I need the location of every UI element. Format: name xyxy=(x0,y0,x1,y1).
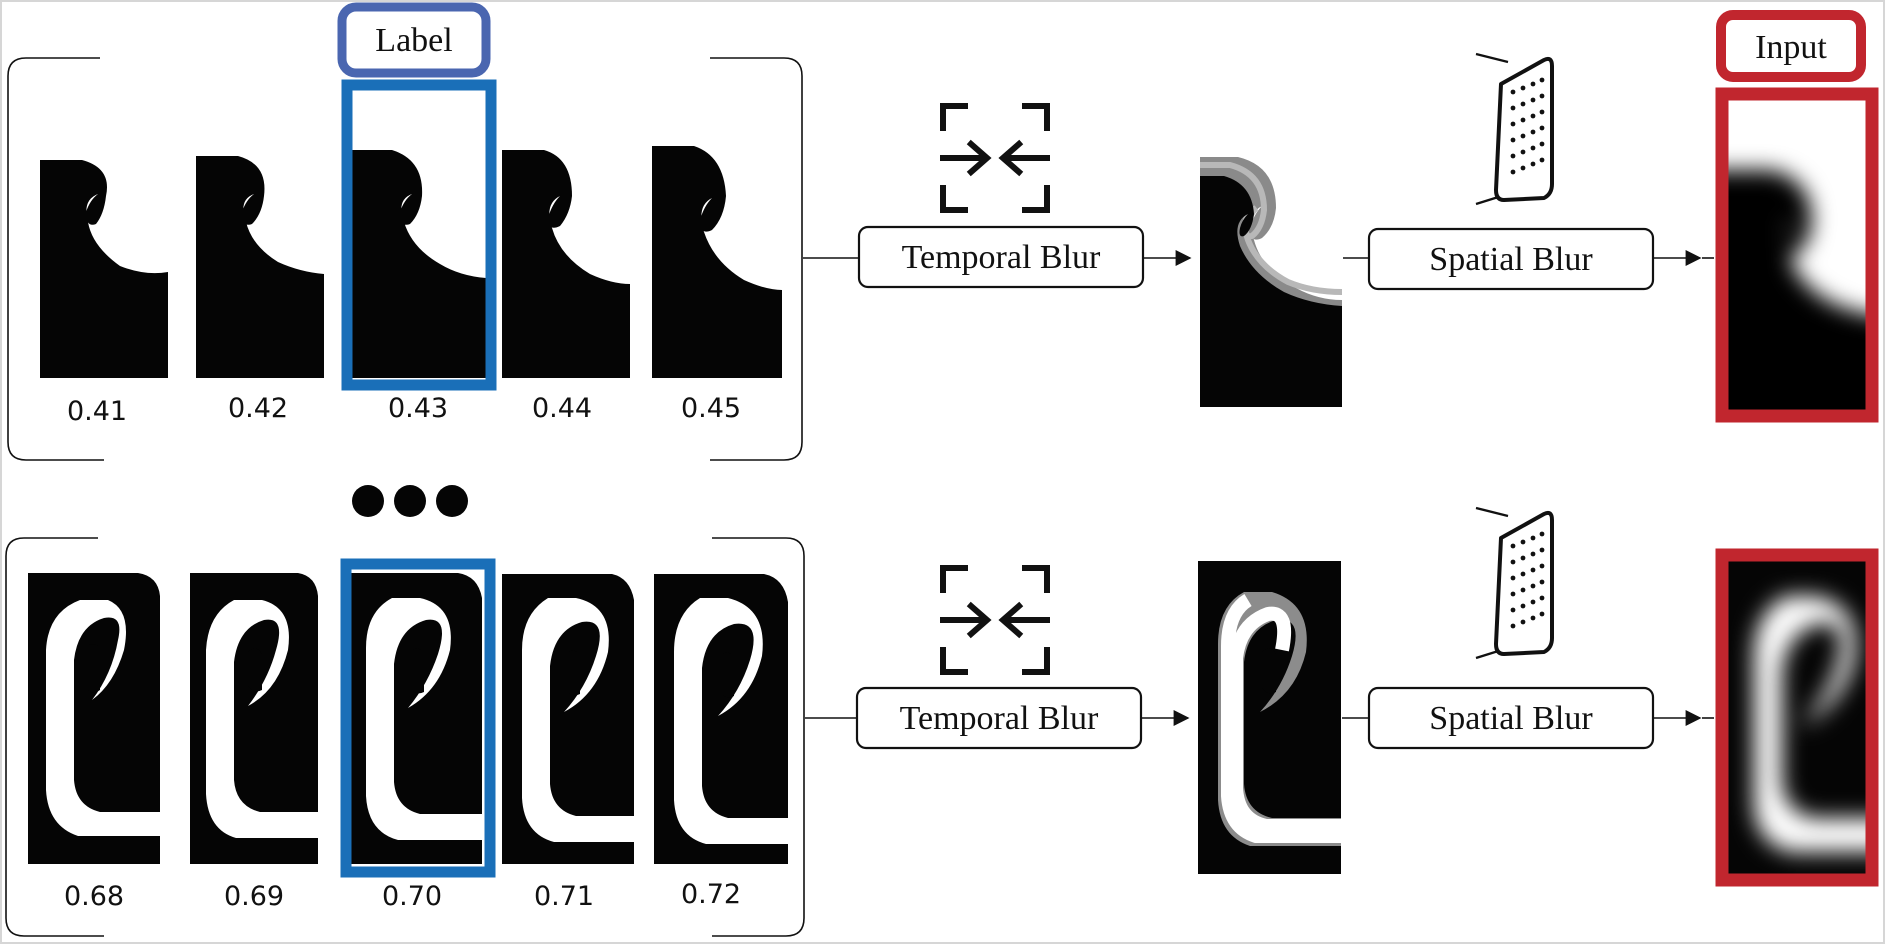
bottom-frame-value-2: 0.69 xyxy=(224,881,284,912)
bottom-temporal-output xyxy=(1198,561,1341,874)
bottom-row: 0.68 0.69 0.70 0.71 0.72 Temporal Blur xyxy=(5,506,1879,937)
bottom-label-highlight xyxy=(340,558,496,878)
bottom-bracket-left xyxy=(5,537,104,937)
label-badge: Label xyxy=(337,2,491,78)
bottom-frame-2 xyxy=(190,573,318,864)
bottom-frame-1 xyxy=(28,573,160,864)
top-frame-value-1: 0.41 xyxy=(67,396,127,427)
top-temporal-blur-box: Temporal Blur xyxy=(857,225,1145,289)
top-input-highlight xyxy=(1715,87,1879,423)
bottom-spatial-blur-label: Spatial Blur xyxy=(1429,700,1593,737)
sensor-array-icon xyxy=(1475,52,1554,206)
top-input-image xyxy=(1715,87,1879,423)
bottom-frame-value-5: 0.72 xyxy=(681,879,741,910)
top-row: 0.41 0.42 0.43 0.44 0.45 Label Temporal … xyxy=(7,2,1879,461)
input-badge-text: Input xyxy=(1755,29,1827,66)
top-frame-1 xyxy=(40,160,168,378)
bottom-bracket-right xyxy=(712,537,805,937)
input-badge: Input xyxy=(1716,10,1866,82)
bottom-input-image xyxy=(1715,548,1879,887)
bottom-frame-5 xyxy=(654,574,788,864)
sensor-array-icon xyxy=(1475,506,1554,660)
top-frame-value-4: 0.44 xyxy=(532,393,592,424)
bottom-temporal-blur-box: Temporal Blur xyxy=(855,686,1143,750)
top-label-highlight xyxy=(341,79,497,391)
top-frame-4 xyxy=(502,150,630,378)
ellipsis-dots-icon xyxy=(352,485,468,517)
top-temporal-blur-label: Temporal Blur xyxy=(902,239,1101,276)
top-bracket-right xyxy=(710,57,803,461)
bottom-input-highlight xyxy=(1715,548,1879,887)
top-frame-2 xyxy=(196,156,324,378)
compress-arrows-icon xyxy=(940,565,1050,675)
bottom-temporal-blur-label: Temporal Blur xyxy=(900,700,1099,737)
bottom-frame-3-selected xyxy=(340,558,496,878)
bottom-frame-value-1: 0.68 xyxy=(64,881,124,912)
top-frame-value-5: 0.45 xyxy=(681,393,741,424)
bottom-frame-value-3: 0.70 xyxy=(382,881,442,912)
label-badge-text: Label xyxy=(375,22,452,59)
top-temporal-output xyxy=(1200,157,1342,407)
bottom-spatial-blur-box: Spatial Blur xyxy=(1367,686,1655,750)
bottom-frame-value-4: 0.71 xyxy=(534,881,594,912)
top-spatial-blur-box: Spatial Blur xyxy=(1367,227,1655,291)
top-bracket-left xyxy=(7,57,104,461)
top-frame-value-2: 0.42 xyxy=(228,393,288,424)
bottom-frame-4 xyxy=(502,574,634,864)
top-spatial-blur-label: Spatial Blur xyxy=(1429,241,1593,278)
compress-arrows-icon xyxy=(940,103,1050,213)
top-frame-value-3: 0.43 xyxy=(388,393,448,424)
top-frame-5 xyxy=(652,146,782,378)
top-frame-3-selected xyxy=(341,79,497,391)
